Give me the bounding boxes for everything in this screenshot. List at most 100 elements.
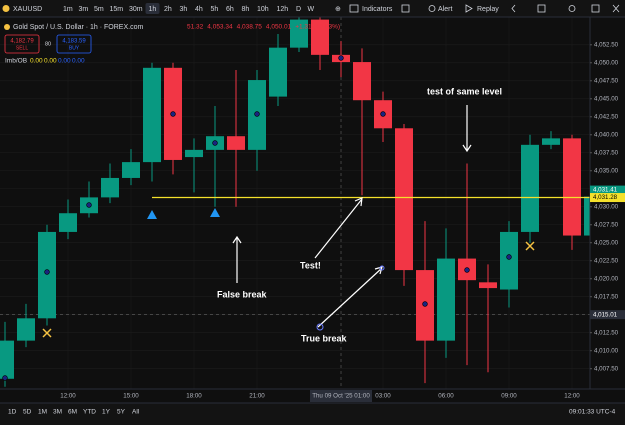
arrow — [314, 197, 363, 259]
grid — [0, 17, 590, 389]
symbol[interactable]: XAUUSD — [13, 6, 42, 13]
ohlc-value: 4,038.75 — [237, 24, 263, 31]
range-button[interactable]: 6M — [68, 409, 77, 416]
interval[interactable]: 2h — [164, 6, 172, 13]
icon[interactable] — [568, 5, 576, 12]
x-tick-label: Thu 09 Oct '25 01:00 — [312, 393, 370, 400]
spread: 80 — [45, 41, 51, 47]
sell-label[interactable]: SELL — [16, 45, 28, 51]
interval[interactable]: 1h — [149, 6, 157, 13]
crosshair-point — [316, 323, 324, 331]
candle-body — [143, 67, 161, 163]
candle-body — [500, 231, 518, 290]
range-button[interactable]: YTD — [83, 409, 96, 416]
buy-button[interactable] — [56, 34, 92, 54]
indicator-dot — [2, 375, 8, 381]
signal-cross — [525, 241, 535, 251]
interval[interactable]: 30m — [129, 6, 143, 13]
legend-title: Gold Spot / U.S. Dollar · 1h · FOREX.com — [13, 24, 143, 31]
interval[interactable]: W — [308, 6, 315, 13]
indicator-dot — [338, 55, 344, 61]
annotation: test of same level — [427, 86, 502, 96]
icon-plus[interactable]: ⊕ — [335, 6, 341, 13]
interval[interactable]: 6h — [226, 6, 234, 13]
indicator-value: 0.00 — [72, 58, 85, 65]
icon[interactable] — [465, 4, 473, 13]
alert-button[interactable]: Alert — [438, 6, 452, 13]
icon[interactable] — [591, 4, 600, 13]
indicators-button[interactable]: Indicators — [362, 6, 393, 13]
buy-label[interactable]: BUY — [69, 45, 80, 51]
interval[interactable]: 5h — [211, 6, 219, 13]
icon[interactable] — [612, 4, 620, 13]
last-price-bg — [590, 185, 625, 195]
indicator-dot — [212, 140, 218, 146]
indicator-dot — [380, 111, 386, 117]
y-tick-label: 4,022.50 — [594, 257, 619, 264]
sell-price[interactable]: 4,182.79 — [10, 39, 34, 45]
ohlc-value: 51.32 — [187, 24, 204, 31]
y-tick-label: 4,050.00 — [594, 59, 619, 66]
indicator-dot — [170, 111, 176, 117]
interval-active-bg[interactable] — [145, 3, 160, 14]
indicator-dot — [506, 254, 512, 260]
y-tick-label: 4,010.00 — [594, 347, 619, 354]
replay-button[interactable]: Replay — [477, 6, 499, 13]
y-tick-label: 4,020.00 — [594, 275, 619, 282]
price-axis-bg — [590, 17, 625, 389]
sell-button[interactable] — [4, 34, 40, 54]
intervals: 1m 3m 5m 15m 30m 1h 2h 3h 4h 5h 6h 8h 10h 12h D W — [63, 3, 315, 14]
candle-body — [101, 177, 119, 198]
range-button[interactable]: 5D — [23, 409, 32, 416]
buy-price[interactable]: 4,183.59 — [62, 39, 86, 45]
interval[interactable]: 8h — [242, 6, 250, 13]
candle-body — [227, 136, 245, 150]
signal-cross — [42, 328, 52, 338]
ranges: 1D 5D 1M 3M 6M YTD 1Y 5Y All — [8, 409, 140, 416]
interval[interactable]: 12h — [277, 6, 289, 13]
toolbar-icons — [349, 4, 620, 13]
indicator-dot — [86, 202, 92, 208]
y-tick-label: 4,012.50 — [594, 329, 619, 336]
price-axis: 4,007.504,010.004,012.504,015.004,017.50… — [589, 17, 625, 389]
icon[interactable] — [537, 4, 546, 13]
indicator-dot — [254, 111, 260, 117]
candle-body — [395, 128, 413, 271]
y-tick-label: 4,027.50 — [594, 221, 619, 228]
interval[interactable]: 10h — [257, 6, 269, 13]
indicator-value: 0.00 — [30, 58, 43, 65]
indicator-dot — [422, 301, 428, 307]
interval[interactable]: 3h — [180, 6, 188, 13]
y-tick-label: 4,007.50 — [594, 365, 619, 372]
range-button[interactable]: 3M — [53, 409, 62, 416]
ohlc-value: +1.31 (+0.03%) — [295, 24, 340, 31]
range-button[interactable]: All — [132, 409, 140, 416]
interval[interactable]: 3m — [79, 6, 89, 13]
range-button[interactable]: 1D — [8, 409, 17, 416]
range-button[interactable]: 1Y — [102, 409, 111, 416]
y-tick-label: 4,052.50 — [594, 41, 619, 48]
interval[interactable]: 1m — [63, 6, 73, 13]
x-tick-label: 12:00 — [564, 393, 580, 400]
signal-triangle — [210, 208, 220, 217]
interval[interactable]: 4h — [195, 6, 203, 13]
x-tick-label: 03:00 — [375, 393, 391, 400]
interval[interactable]: 15m — [110, 6, 124, 13]
bottom-bar — [0, 403, 625, 425]
interval[interactable]: D — [296, 6, 301, 13]
overlay: test of same level Test! False break True b… — [42, 86, 535, 343]
candle-body — [59, 213, 77, 232]
candle-body — [17, 318, 35, 341]
icon[interactable] — [401, 4, 410, 13]
range-button[interactable]: 1M — [38, 409, 47, 416]
candle-body — [38, 231, 56, 319]
candle-body — [479, 282, 497, 289]
icon[interactable] — [428, 5, 436, 12]
icon[interactable] — [349, 4, 359, 13]
icon[interactable] — [511, 4, 516, 13]
last-price-label: 4,031.41 — [593, 187, 618, 194]
range-button[interactable]: 5Y — [117, 409, 126, 416]
annotation: False break — [217, 289, 268, 299]
interval[interactable]: 5m — [94, 6, 104, 13]
